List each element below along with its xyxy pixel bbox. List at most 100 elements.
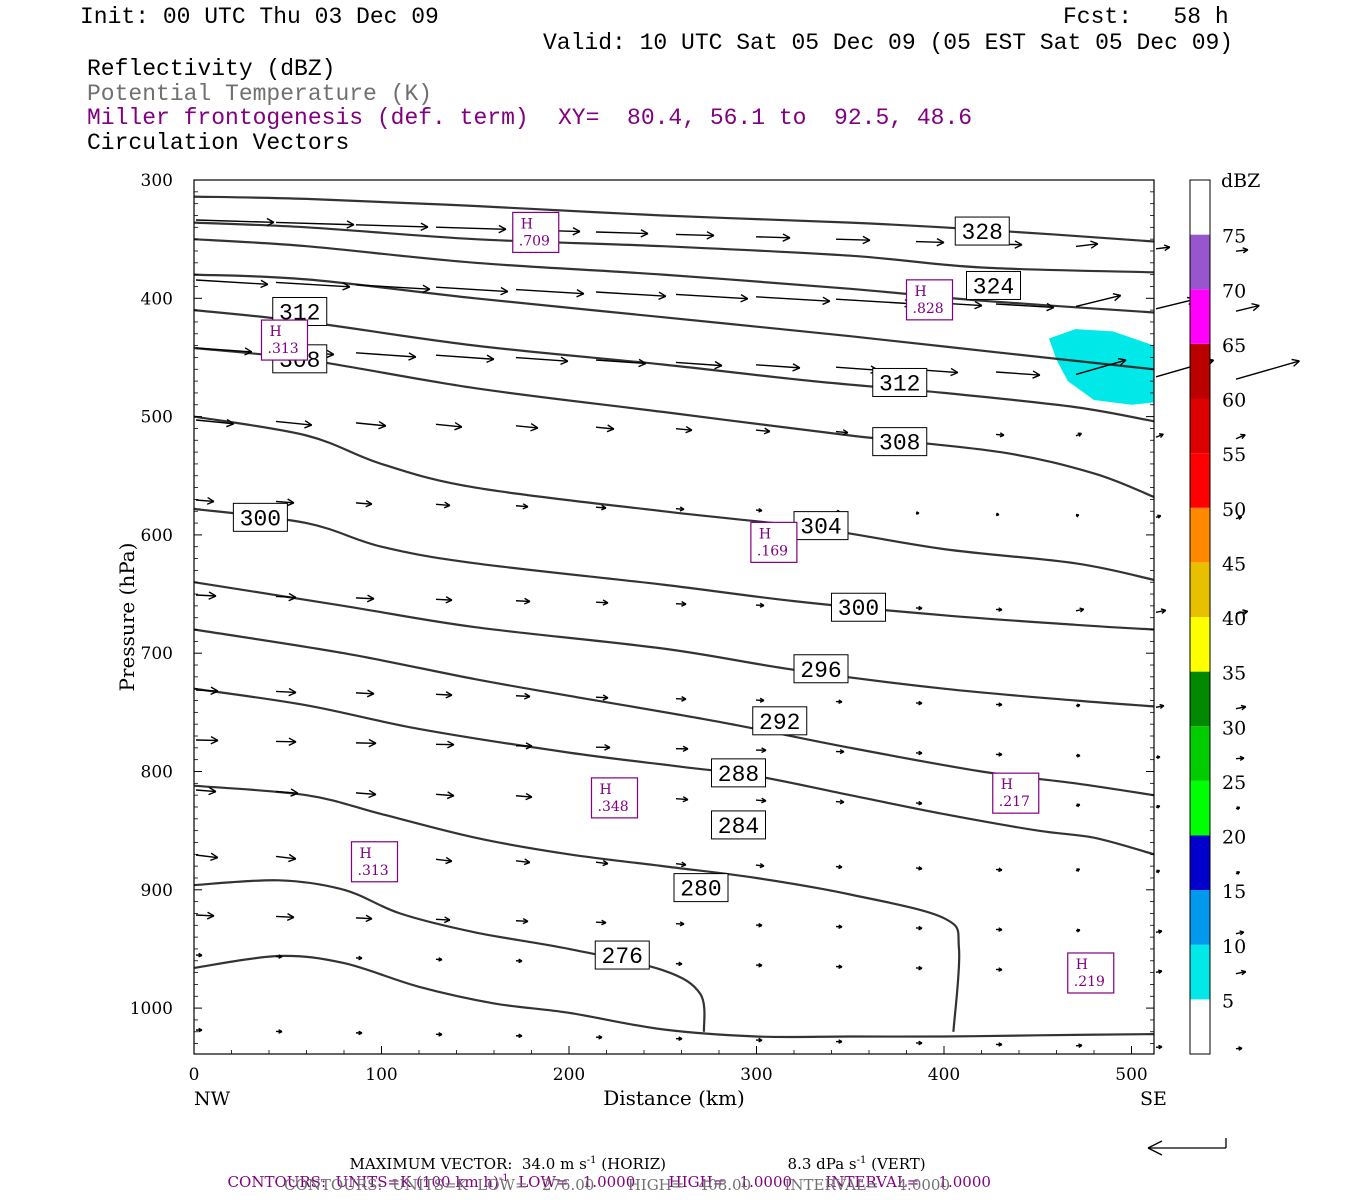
circulation-vector <box>835 235 871 245</box>
vector-shaft <box>1235 304 1260 312</box>
frontogenesis-max-value: .217 <box>999 794 1030 810</box>
vector-shaft <box>435 423 462 428</box>
vector-head <box>1164 246 1171 252</box>
vector-head <box>365 500 373 505</box>
vector-head <box>422 284 431 290</box>
vector-head <box>287 498 295 504</box>
theta-label-text: 284 <box>718 814 759 840</box>
vector-head <box>678 961 683 965</box>
vector-head <box>1163 244 1171 248</box>
vector-head <box>278 1029 283 1033</box>
vector-shaft <box>595 861 608 865</box>
vector-head <box>1157 514 1161 517</box>
circulation-vector <box>995 432 1005 438</box>
vector-head <box>530 423 539 429</box>
vector-shaft <box>355 284 430 290</box>
colorbar-frame <box>1189 179 1211 1055</box>
circulation-vector <box>915 925 923 931</box>
theta-label: 288 <box>711 758 766 788</box>
max-vector-vert: 8.3 dPa s <box>787 1155 857 1173</box>
frontogenesis-max-value: .709 <box>519 233 550 249</box>
vector-head <box>640 229 649 235</box>
vector-head <box>759 602 765 607</box>
vector-shaft <box>675 862 687 866</box>
colorbar-label: 60 <box>1222 390 1246 412</box>
vector-head <box>918 750 923 754</box>
colorbar-label: 35 <box>1222 663 1246 685</box>
circulation-vector <box>435 957 443 962</box>
vector-shaft <box>995 371 1040 376</box>
circulation-vector <box>915 700 923 706</box>
vector-shaft <box>1155 298 1196 310</box>
vector-shaft <box>195 689 219 692</box>
vector-shaft <box>515 795 533 798</box>
vector-shaft <box>1075 294 1121 308</box>
vector-head <box>304 420 313 426</box>
vector-head <box>524 858 531 864</box>
vector-head <box>862 235 871 241</box>
vector-head <box>498 224 507 230</box>
frontogenesis-max-symbol: H <box>600 782 612 798</box>
vector-head <box>598 1034 603 1038</box>
circulation-vector <box>675 796 689 803</box>
vector-head <box>758 507 763 512</box>
circulation-vector <box>1075 432 1083 437</box>
circulation-vector <box>515 792 533 801</box>
x-tick-label: 0 <box>189 1065 200 1085</box>
vector-shaft <box>675 797 689 801</box>
vector-head <box>842 432 849 436</box>
vector-head <box>842 429 849 434</box>
vector-shaft <box>355 597 375 600</box>
circulation-vector <box>1155 969 1163 974</box>
circulation-vector <box>275 1029 283 1034</box>
vector-head <box>367 594 375 600</box>
theta-contour-line <box>193 784 961 1032</box>
vector-head <box>444 501 451 507</box>
circulation-vector <box>595 694 609 701</box>
vector-head <box>368 789 377 796</box>
circulation-vector <box>1155 244 1171 252</box>
vector-head <box>454 422 463 428</box>
circulation-vector <box>275 853 297 863</box>
circulation-vector <box>1075 868 1081 873</box>
circulation-vector <box>835 748 845 755</box>
circulation-vector <box>915 865 923 871</box>
colorbar-label: 25 <box>1222 772 1246 794</box>
colorbar-label: 30 <box>1222 717 1246 739</box>
vector-head <box>206 500 215 505</box>
x-tick-label: 100 <box>365 1065 397 1085</box>
y-tick-label: 600 <box>141 526 173 546</box>
frontogenesis-max: H.828 <box>905 279 954 321</box>
y-tick-label: 900 <box>141 881 173 901</box>
vector-shaft <box>1235 610 1248 615</box>
vector-head <box>524 695 531 700</box>
vector-head <box>1117 357 1127 361</box>
vector-head <box>658 295 667 301</box>
frontogenesis-max-box <box>1067 952 1115 994</box>
vector-shaft <box>195 279 268 286</box>
vector-head <box>918 1040 923 1044</box>
circulation-vector <box>1075 357 1127 376</box>
footer-contours-frontogenesis: CONTOURS: UNITS=K (100 km h)-1 LOW= 1.00… <box>218 1159 991 1190</box>
vector-head <box>706 234 715 240</box>
vector-head <box>198 1027 203 1031</box>
circulation-vectors <box>195 217 1300 1051</box>
vector-head <box>999 432 1005 436</box>
y-tick-label: 500 <box>141 408 173 428</box>
circulation-vector <box>355 955 363 961</box>
vector-head <box>918 800 923 805</box>
vector-head <box>1239 930 1245 933</box>
vector-head <box>996 512 1000 516</box>
vector-head <box>288 592 297 599</box>
circulation-vector <box>515 356 569 366</box>
vector-head <box>346 220 355 226</box>
circulation-vector <box>915 965 923 971</box>
circulation-vector <box>995 967 1003 972</box>
vector-head <box>368 793 377 799</box>
colorbar-segment <box>1190 726 1210 781</box>
vector-shaft <box>675 427 692 431</box>
circulation-vector <box>435 354 495 364</box>
vector-head <box>638 358 647 365</box>
vector-head <box>916 511 920 514</box>
circulation-vector <box>1235 1046 1243 1051</box>
